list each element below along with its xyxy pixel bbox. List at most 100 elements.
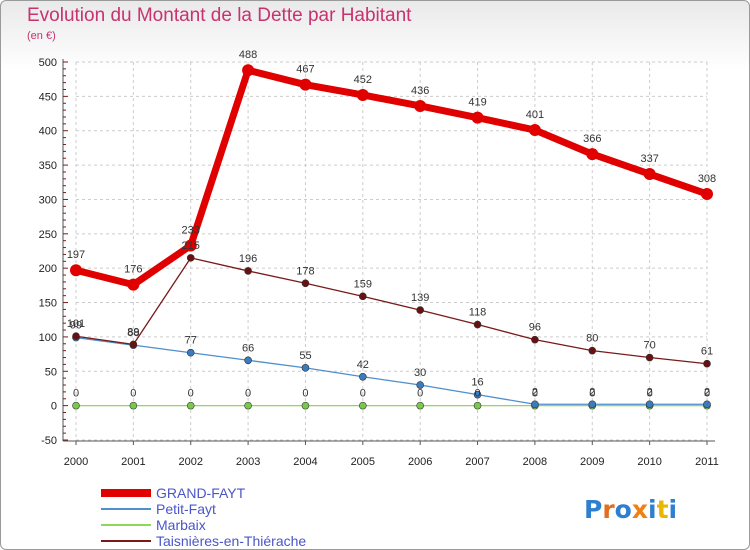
chart-title: Evolution du Montant de la Dette par Hab… — [27, 5, 412, 26]
data-label: 2 — [704, 386, 710, 398]
data-point — [70, 264, 82, 277]
data-label: 337 — [640, 153, 658, 165]
x-tick-label: 2003 — [236, 456, 260, 468]
x-tick-label: 2011 — [695, 456, 719, 468]
data-point — [184, 239, 197, 252]
data-point — [186, 254, 195, 262]
data-label: 308 — [698, 173, 716, 185]
x-tick-label: 2004 — [293, 456, 317, 468]
data-point — [244, 401, 252, 410]
data-point — [703, 400, 711, 409]
data-point — [129, 401, 138, 410]
axes — [62, 59, 715, 442]
data-point — [643, 168, 656, 181]
series-3 — [72, 254, 711, 368]
data-label: 215 — [182, 240, 200, 252]
data-point — [471, 111, 484, 124]
logo-letter: i — [648, 495, 657, 524]
data-label: 0 — [474, 388, 480, 400]
y-tick-label: 250 — [39, 229, 57, 241]
data-point — [473, 390, 482, 399]
data-point — [645, 353, 654, 362]
data-point — [531, 400, 539, 409]
chart-subtitle: (en €) — [27, 30, 56, 42]
data-label: 66 — [242, 342, 254, 354]
data-label: 0 — [302, 388, 308, 400]
legend-item-3: Taisnières-en-Thiérache — [101, 533, 306, 549]
data-point — [242, 64, 255, 77]
y-tick-label: 500 — [39, 57, 57, 69]
y-tick-label: 450 — [39, 91, 57, 103]
logo-letter: o — [615, 495, 632, 524]
data-label: 0 — [704, 388, 710, 400]
y-tick-label: 350 — [39, 160, 57, 172]
data-label: 159 — [354, 278, 372, 290]
data-label: 139 — [411, 292, 429, 304]
data-label: 0 — [589, 388, 595, 400]
x-tick-label: 2010 — [637, 456, 661, 468]
data-point — [359, 401, 367, 410]
series-2 — [72, 401, 711, 410]
data-point — [645, 400, 654, 409]
data-label: 99 — [70, 320, 82, 332]
y-tick-label: 300 — [39, 194, 57, 206]
data-point — [416, 306, 424, 314]
series-line — [75, 66, 709, 289]
data-label: 77 — [185, 335, 197, 347]
data-label: 197 — [67, 249, 85, 261]
grid-lines — [75, 61, 708, 441]
y-tick-label: 400 — [39, 126, 57, 138]
data-point — [186, 401, 195, 410]
y-tick-label: -50 — [41, 435, 57, 447]
data-label: 0 — [245, 388, 251, 400]
series-line — [75, 336, 707, 405]
x-axis-ticks: 2000 2001 2002 2003 2004 2005 2006 2007 2008 2009… — [64, 441, 719, 468]
legend-item-0: GRAND-FAYT — [101, 485, 246, 501]
logo-letter: P — [584, 495, 602, 524]
logo-letter: t — [657, 495, 669, 524]
data-point — [244, 267, 252, 275]
data-labels: 0 0 0 0 0 0 0 0 0 0 0 0 99 88 77 66 55 42 30 16 2 2 2 2 101 89 215… — [67, 49, 716, 399]
data-point — [72, 401, 80, 410]
series-group — [70, 64, 713, 410]
data-label: 452 — [354, 74, 372, 86]
data-point — [528, 124, 541, 137]
data-label: 55 — [299, 350, 311, 362]
data-point — [359, 292, 367, 301]
data-label: 176 — [124, 264, 142, 276]
y-tick-label: 150 — [39, 298, 57, 310]
legend-label: GRAND-FAYT — [156, 485, 246, 501]
y-tick-label: 100 — [39, 332, 57, 344]
x-tick-label: 2007 — [465, 456, 489, 468]
x-tick-label: 2009 — [580, 456, 604, 468]
data-label: 436 — [411, 85, 429, 97]
data-point — [244, 356, 252, 365]
data-label: 89 — [127, 326, 139, 338]
data-label: 401 — [526, 109, 544, 121]
data-point — [356, 88, 369, 101]
data-label: 0 — [532, 388, 538, 400]
logo-letter: r — [602, 495, 615, 524]
x-tick-label: 2000 — [64, 456, 88, 468]
data-label: 80 — [586, 333, 598, 345]
data-label: 42 — [357, 359, 369, 371]
data-label: 467 — [296, 64, 314, 76]
x-tick-label: 2008 — [523, 456, 547, 468]
data-point — [586, 148, 599, 161]
legend-item-2: Marbaix — [101, 517, 206, 533]
data-label: 118 — [469, 307, 487, 319]
data-point — [473, 401, 482, 410]
data-label: 178 — [296, 265, 314, 277]
y-tick-label: 50 — [45, 366, 57, 378]
legend: GRAND-FAYTPetit-FaytMarbaixTaisnières-en… — [101, 485, 306, 549]
x-tick-label: 2005 — [351, 456, 375, 468]
data-point — [301, 364, 310, 372]
data-point — [72, 332, 80, 341]
legend-label: Marbaix — [156, 517, 206, 533]
data-point — [416, 401, 424, 410]
data-label: 488 — [239, 49, 257, 61]
data-point — [186, 348, 195, 357]
data-label: 96 — [529, 322, 541, 334]
